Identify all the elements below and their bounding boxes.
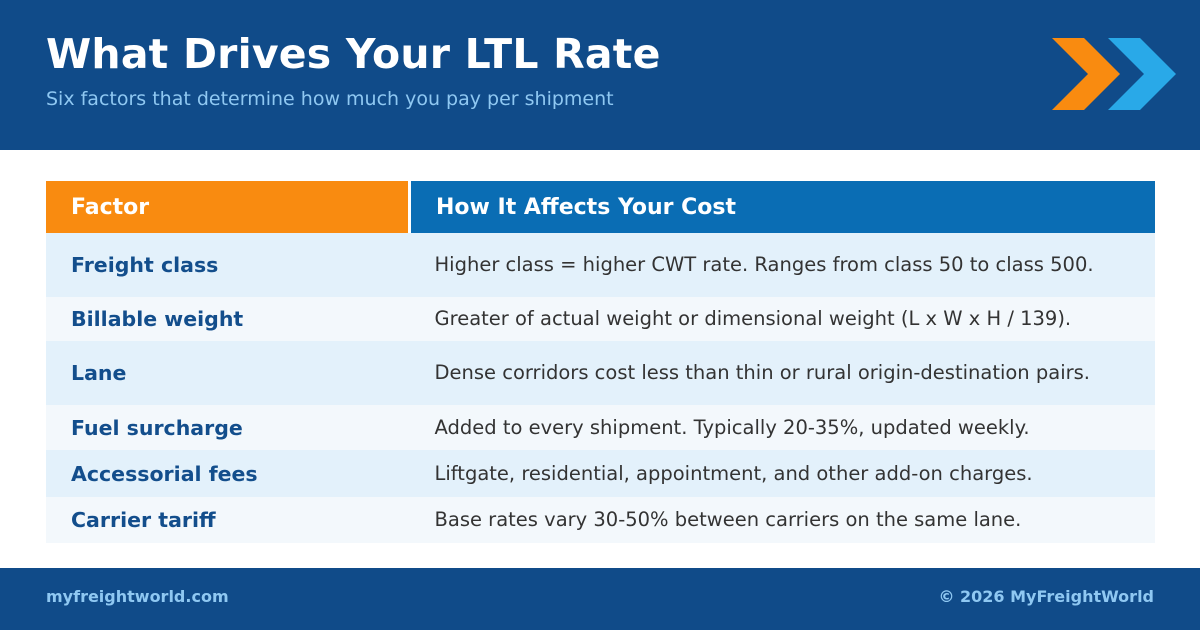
site-url: myfreightworld.com xyxy=(46,587,229,606)
table-row: Freight class Higher class = higher CWT r… xyxy=(46,233,1155,297)
column-header: How It Affects Your Cost xyxy=(409,181,1155,233)
factor-cell: Carrier tariff xyxy=(71,508,216,532)
table-row: Carrier tariff Base rates vary 30-50% bet… xyxy=(46,497,1155,543)
table-row: Fuel surcharge Added to every shipment. T… xyxy=(46,405,1155,450)
chevron-blue xyxy=(1108,38,1176,110)
effect-cell: Liftgate, residential, appointment, and … xyxy=(434,461,1033,485)
effect-cell: Base rates vary 30-50% between carriers … xyxy=(434,508,1022,531)
effect-cell: Dense corridors cost less than thin or r… xyxy=(434,361,1091,384)
subtitle: Six factors that determine how much you … xyxy=(46,88,614,110)
table-row: Billable weight Greater of actual weight … xyxy=(46,297,1155,341)
table-row: Accessorial fees Liftgate, residential, a… xyxy=(46,450,1155,497)
effect-cell: Higher class = higher CWT rate. Ranges f… xyxy=(434,253,1094,276)
effect-cell: Greater of actual weight or dimensional … xyxy=(434,307,1072,330)
factor-cell: Lane xyxy=(71,361,127,385)
factor-cell: Accessorial fees xyxy=(71,461,258,486)
footer: myfreightworld.com © 2026 MyFreightWorld xyxy=(0,568,1200,630)
copyright: © 2026 MyFreightWorld xyxy=(938,587,1154,606)
factor-table: Factor How It Affects Your Cost Freight … xyxy=(46,181,1155,543)
chevron-orange xyxy=(1052,38,1120,110)
effect-cell: Added to every shipment. Typically 20-35… xyxy=(434,415,1030,439)
factor-cell: Billable weight xyxy=(71,307,244,331)
header: What Drives Your LTL Rate Six factors th… xyxy=(0,0,1200,150)
factor-cell: Fuel surcharge xyxy=(71,415,243,440)
factor-cell: Freight class xyxy=(71,253,219,277)
table-row: Lane Dense corridors cost less than thin … xyxy=(46,341,1155,405)
column-header: Factor xyxy=(46,181,411,233)
logo-chevrons xyxy=(1052,38,1176,110)
title: What Drives Your LTL Rate xyxy=(46,30,661,78)
header-row: Factor How It Affects Your Cost xyxy=(46,181,1155,233)
